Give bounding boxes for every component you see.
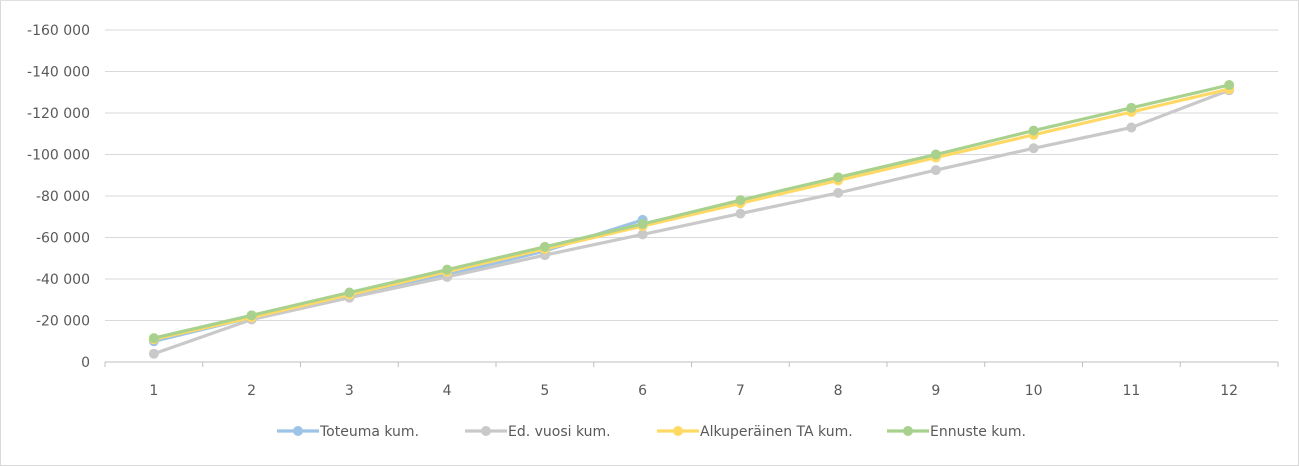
- data-point: [833, 172, 844, 183]
- data-point: [735, 195, 746, 206]
- data-point: [1224, 79, 1235, 90]
- data-point: [442, 264, 453, 275]
- data-point: [148, 333, 159, 344]
- data-point: [1126, 102, 1137, 113]
- series-line: [152, 88, 1231, 356]
- legend-marker: [293, 426, 303, 436]
- data-point: [637, 219, 648, 230]
- legend-label: Alkuperäinen TA kum.: [700, 424, 853, 440]
- y-tick-label: -160 000: [27, 23, 90, 39]
- data-point: [1028, 143, 1039, 154]
- y-tick-label: -100 000: [27, 148, 90, 164]
- data-point: [930, 165, 941, 176]
- x-tick-label: 12: [1220, 383, 1238, 399]
- x-tick-label: 2: [247, 383, 256, 399]
- legend-marker: [481, 426, 491, 436]
- legend-marker: [673, 426, 683, 436]
- y-tick-label: -120 000: [27, 106, 90, 122]
- data-point: [637, 229, 648, 240]
- series-line: [152, 87, 1231, 341]
- legend: Toteuma kum. Ed. vuosi kum. Alkuperäinen T…: [277, 424, 1026, 440]
- data-point: [344, 287, 355, 298]
- data-point: [539, 241, 550, 252]
- legend-marker: [903, 426, 913, 436]
- x-tick-label: 1: [149, 383, 158, 399]
- data-point: [148, 348, 159, 359]
- data-point: [246, 310, 257, 321]
- y-tick-label: -80 000: [36, 189, 90, 205]
- x-tick-label: 9: [931, 383, 940, 399]
- data-point: [735, 208, 746, 219]
- y-tick-label: -40 000: [36, 272, 90, 288]
- data-point: [1126, 122, 1137, 133]
- x-tick-label: 6: [638, 383, 647, 399]
- data-point: [930, 149, 941, 160]
- x-tick-label: 4: [443, 383, 452, 399]
- x-tick-label: 8: [834, 383, 843, 399]
- series-line: [152, 83, 1231, 340]
- x-tick-label: 5: [540, 383, 549, 399]
- legend-label: Toteuma kum.: [319, 424, 419, 440]
- data-point: [1028, 125, 1039, 136]
- series-lines: [148, 79, 1235, 359]
- legend-label: Ed. vuosi kum.: [508, 424, 611, 440]
- legend-label: Ennuste kum.: [930, 424, 1026, 440]
- x-tick-label: 7: [736, 383, 745, 399]
- y-tick-label: -140 000: [27, 65, 90, 81]
- y-tick-label: -60 000: [36, 231, 90, 247]
- y-tick-label: -20 000: [36, 314, 90, 330]
- x-tick-label: 3: [345, 383, 354, 399]
- data-point: [833, 187, 844, 198]
- y-tick-label: 0: [81, 355, 90, 371]
- x-tick-label: 10: [1025, 383, 1043, 399]
- axes: 0 -20 000 -40 000 -60 000 -80 000 -100 000 -12…: [27, 23, 1279, 399]
- x-tick-label: 11: [1122, 383, 1140, 399]
